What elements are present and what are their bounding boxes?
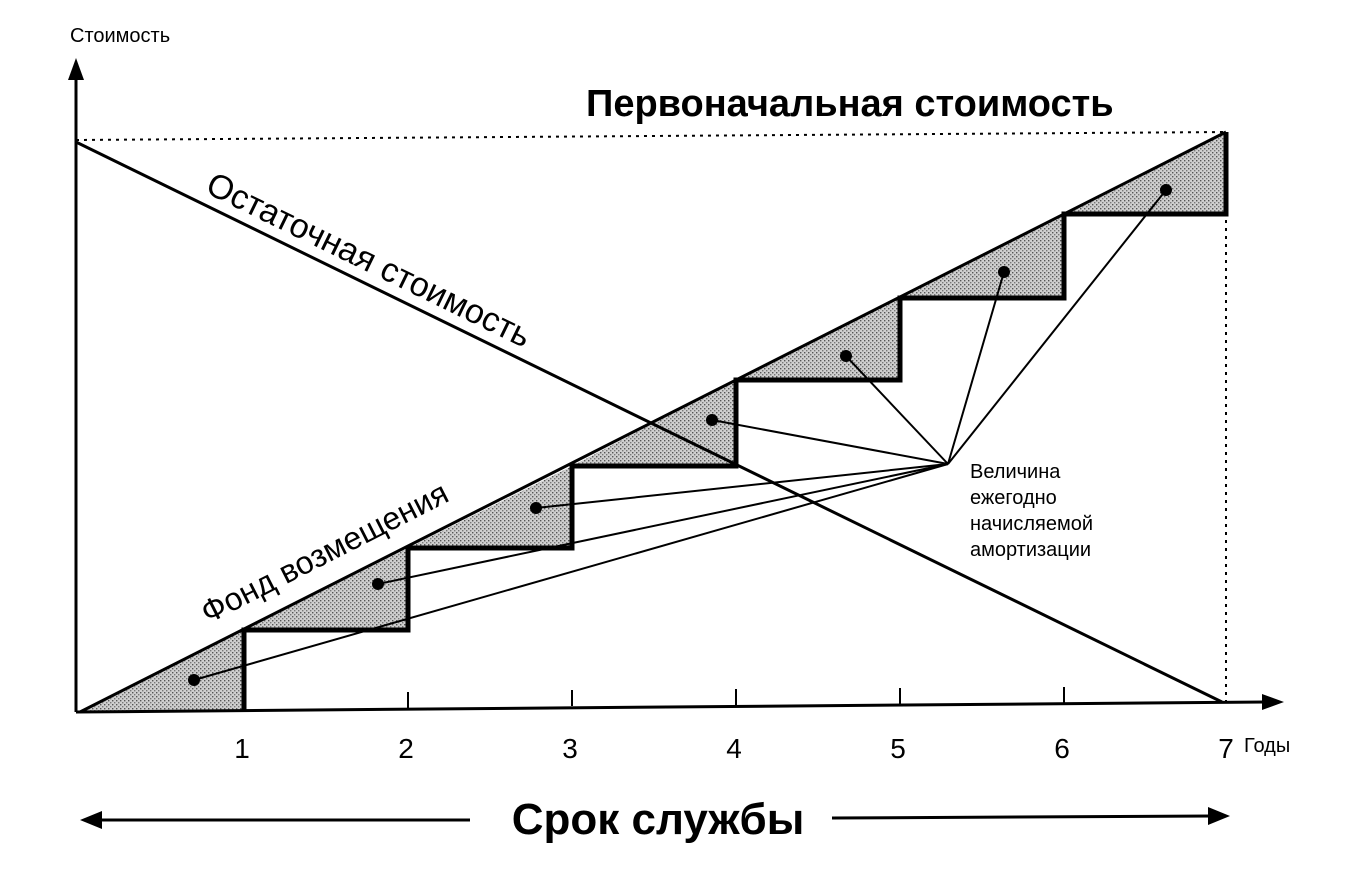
x-axis (75, 700, 1267, 714)
annual-depreciation-line-3: начисляемой (970, 513, 1093, 535)
dot-year-7 (1160, 184, 1172, 196)
axes (68, 58, 1284, 714)
tick-label-4: 4 (726, 733, 742, 764)
service-life-label: Срок службы (512, 795, 805, 844)
replacement-fund-line (79, 130, 1227, 714)
dot-year-2 (372, 578, 384, 590)
staircase (241, 132, 1229, 712)
tick-label-1: 1 (234, 733, 250, 764)
x-axis-label: Годы (1244, 735, 1290, 757)
dot-year-4 (706, 414, 718, 426)
residual-value-label: Остаточная стоимость (200, 165, 537, 355)
dot-year-3 (530, 502, 542, 514)
tick-labels: 1 2 3 4 5 6 7 (234, 733, 1234, 764)
dot-year-1 (188, 674, 200, 686)
service-life-arrow-right (831, 814, 1213, 820)
annual-depreciation-line-2: ежегодно (970, 487, 1057, 509)
dots (188, 184, 1172, 686)
tick-label-2: 2 (398, 733, 414, 764)
y-axis-label: Стоимость (70, 25, 170, 47)
residual-value-line (75, 140, 1223, 704)
x-axis-arrow (1262, 694, 1284, 710)
tick-label-6: 6 (1054, 733, 1070, 764)
triangle-year-3 (408, 466, 572, 548)
service-life-span: Срок службы (80, 795, 1230, 844)
x-ticks (407, 687, 1065, 708)
initial-cost-line (75, 131, 1227, 141)
dot-year-6 (998, 266, 1010, 278)
service-life-arrowhead-left (80, 811, 102, 829)
initial-cost-label: Первоначальная стоимость (586, 83, 1114, 125)
annual-depreciation-line-1: Величина (970, 461, 1061, 483)
tick-label-3: 3 (562, 733, 578, 764)
annual-depreciation-line-4: амортизации (970, 539, 1091, 561)
annual-depreciation-label: Величина ежегодно начисляемой амортизаци… (970, 461, 1093, 561)
tick-label-7: 7 (1218, 733, 1234, 764)
y-axis-arrow (68, 58, 84, 80)
annotation-lines (193, 189, 1167, 681)
service-life-arrowhead-right (1208, 807, 1230, 825)
tick-label-5: 5 (890, 733, 906, 764)
dot-year-5 (840, 350, 852, 362)
